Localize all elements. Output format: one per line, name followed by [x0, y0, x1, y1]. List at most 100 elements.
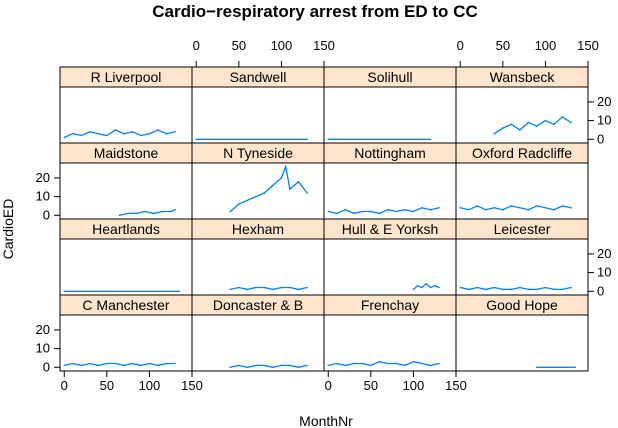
- data-point: [395, 210, 398, 213]
- data-point: [561, 205, 564, 207]
- panel-plot-area: [191, 86, 325, 144]
- data-point: [72, 362, 74, 365]
- data-point: [519, 129, 521, 131]
- data-point: [421, 207, 423, 209]
- data-point: [89, 362, 91, 365]
- data-point: [416, 284, 419, 287]
- data-point: [502, 288, 504, 291]
- data-point: [297, 288, 300, 291]
- data-point: [536, 366, 538, 369]
- panel-plot-area: [191, 162, 325, 220]
- data-point: [80, 364, 83, 367]
- data-point: [404, 364, 406, 367]
- data-point: [336, 362, 338, 365]
- data-point: [336, 212, 338, 215]
- data-point: [72, 132, 74, 135]
- data-point: [570, 121, 572, 124]
- y-tick-label: 10: [36, 341, 50, 356]
- data-point: [429, 208, 432, 211]
- data-point: [378, 360, 381, 363]
- panel-doncaster-b: Doncaster & B: [191, 294, 325, 372]
- panel-strip-label: Frenchay: [361, 297, 419, 313]
- data-point: [63, 136, 66, 139]
- y-tick-label: 0: [43, 359, 50, 374]
- panel-sandwell: Sandwell: [191, 66, 325, 144]
- data-point: [527, 288, 530, 291]
- panel-heartlands: Heartlands: [59, 218, 193, 296]
- data-point: [387, 362, 389, 365]
- data-point: [344, 364, 347, 367]
- series-line: [119, 209, 176, 216]
- data-point: [476, 286, 479, 289]
- panels-layer: R Liverpool Sandwell Solihull Wansbeck Maids…: [36, 38, 612, 393]
- data-point: [429, 286, 432, 289]
- panel-oxford-radcliffe: Oxford Radcliffe: [455, 142, 589, 220]
- data-point: [327, 364, 330, 367]
- data-point: [195, 138, 198, 141]
- data-point: [127, 212, 129, 215]
- data-point: [412, 210, 415, 213]
- data-point: [574, 366, 576, 369]
- x-tick-label: 150: [577, 38, 599, 53]
- data-point: [289, 364, 291, 367]
- data-point: [493, 207, 496, 209]
- data-point: [174, 208, 176, 211]
- data-point: [140, 364, 142, 367]
- data-point: [289, 286, 291, 289]
- data-point: [280, 286, 283, 289]
- data-point: [284, 165, 287, 168]
- data-point: [131, 362, 134, 365]
- data-point: [544, 119, 547, 122]
- data-point: [553, 208, 555, 211]
- data-point: [306, 192, 308, 194]
- data-point: [97, 364, 100, 367]
- data-point: [63, 290, 66, 293]
- data-point: [527, 208, 530, 211]
- series-line: [412, 282, 440, 290]
- data-point: [353, 362, 355, 365]
- data-point: [425, 283, 428, 285]
- data-point: [238, 286, 240, 289]
- data-point: [106, 362, 108, 365]
- data-point: [429, 138, 432, 141]
- data-point: [438, 207, 440, 209]
- data-point: [157, 364, 159, 367]
- data-point: [165, 132, 168, 135]
- y-tick-label: 20: [36, 322, 50, 337]
- data-point: [131, 131, 134, 133]
- panel-strip-label: Good Hope: [486, 297, 558, 313]
- data-point: [135, 212, 138, 215]
- data-point: [387, 208, 389, 211]
- data-point: [527, 121, 530, 124]
- panel-strip-label: Solihull: [367, 69, 412, 85]
- data-point: [123, 364, 125, 367]
- y-tick-label: 20: [597, 94, 611, 109]
- data-point: [174, 362, 176, 365]
- series-line: [460, 205, 572, 211]
- data-point: [421, 286, 423, 289]
- series-line: [230, 364, 308, 368]
- data-point: [412, 360, 415, 363]
- y-tick-label: 20: [597, 246, 611, 261]
- panel-good-hope: Good Hope: [455, 294, 589, 372]
- data-point: [263, 364, 266, 367]
- data-point: [89, 131, 91, 133]
- data-point: [148, 362, 151, 365]
- data-point: [502, 127, 504, 129]
- data-point: [536, 288, 538, 291]
- data-point: [561, 116, 564, 118]
- data-point: [361, 210, 364, 213]
- series-line: [64, 129, 176, 138]
- panel-c-manchester: C Manchester: [59, 294, 193, 372]
- data-point: [370, 364, 372, 367]
- x-tick-label: 150: [445, 378, 467, 393]
- panel-plot-area: [455, 162, 589, 220]
- data-point: [97, 132, 100, 135]
- data-point: [246, 366, 249, 369]
- panel-plot-area: [59, 314, 193, 372]
- series-line: [328, 207, 440, 215]
- data-point: [438, 286, 440, 289]
- y-tick-label: 0: [43, 207, 50, 222]
- x-axis-label: MonthNr: [299, 413, 353, 428]
- y-tick-label: 0: [597, 131, 604, 146]
